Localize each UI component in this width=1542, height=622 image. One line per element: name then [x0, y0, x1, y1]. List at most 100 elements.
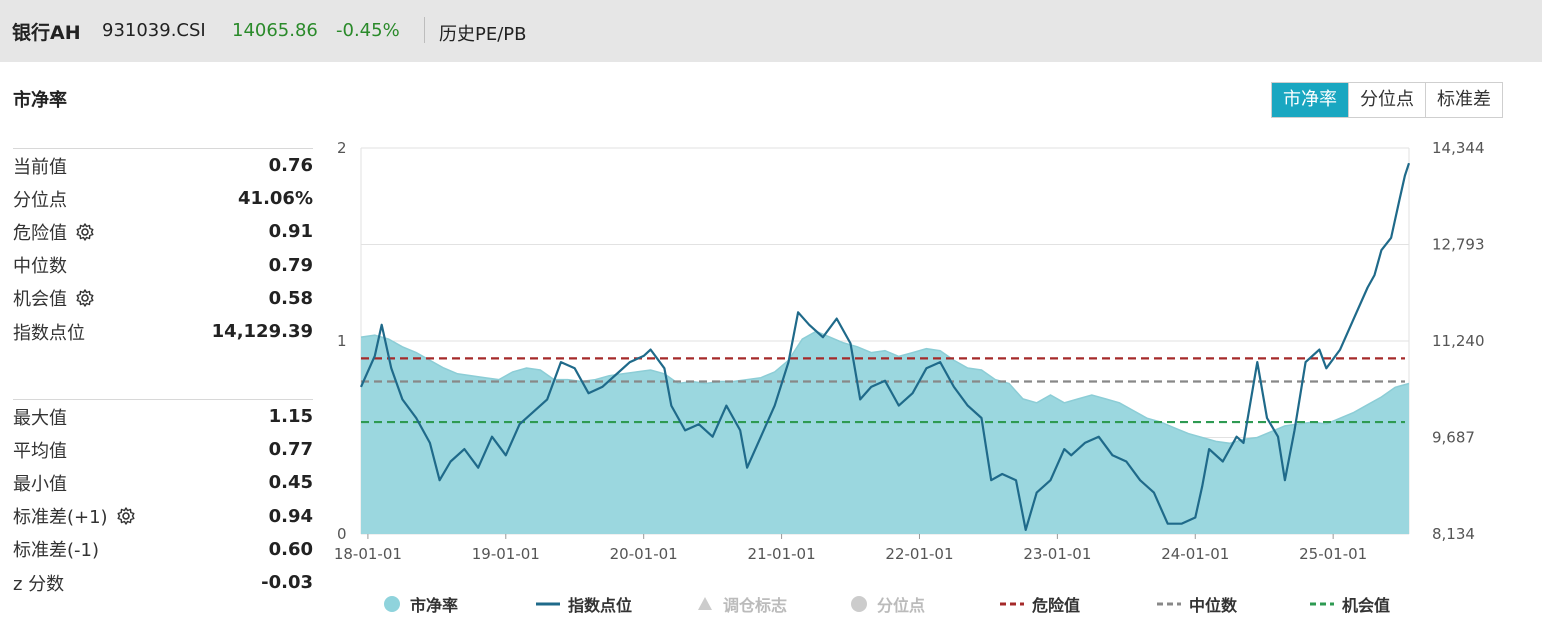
y-right-tick-label: 12,793: [1432, 236, 1485, 254]
stat-label-text: 最大值: [13, 407, 67, 429]
chart-legend: 市净率 指数点位 调仓标志 分位点 危险值 中位数 机会值: [0, 592, 1542, 618]
stat-label-text: z 分数: [13, 573, 65, 595]
legend-item[interactable]: 分位点: [849, 592, 925, 616]
stat-label-text: 危险值: [13, 222, 67, 244]
legend-marker-icon: [695, 594, 715, 614]
stat-value: 0.45: [268, 472, 313, 494]
stat-label-text: 标准差(-1): [13, 540, 99, 562]
x-tick-label: 22-01-01: [885, 545, 953, 563]
stat-label: 危险值: [13, 219, 95, 245]
stat-row: 最小值 0.45: [13, 466, 313, 499]
y-left-tick-label: 2: [337, 139, 347, 157]
stat-row: 平均值 0.77: [13, 433, 313, 466]
stat-value: -0.03: [261, 572, 313, 594]
stat-label-text: 分位点: [13, 189, 67, 211]
stat-label: 最小值: [13, 470, 67, 496]
legend-marker-icon: [1000, 594, 1024, 614]
stat-label: 机会值: [13, 285, 95, 311]
tab-percentile[interactable]: 分位点: [1348, 83, 1425, 117]
stat-row: 标准差(-1) 0.60: [13, 533, 313, 566]
x-tick-label: 19-01-01: [472, 545, 540, 563]
legend-label: 市净率: [410, 596, 459, 615]
legend-item[interactable]: 中位数: [1157, 592, 1237, 616]
stat-row: 分位点 41.06%: [13, 182, 313, 215]
legend-marker-icon: [382, 594, 402, 614]
stat-row: 机会值 0.58: [13, 282, 313, 315]
y-right-tick-label: 9,687: [1432, 429, 1475, 447]
y-left-tick-label: 0: [337, 525, 347, 543]
stat-label: 指数点位: [13, 319, 85, 345]
stat-value: 41.06%: [238, 188, 313, 210]
stat-value: 0.79: [268, 254, 313, 276]
x-tick-label: 23-01-01: [1023, 545, 1091, 563]
legend-item[interactable]: 机会值: [1310, 592, 1390, 616]
y-right-tick-label: 8,134: [1432, 525, 1475, 543]
stat-value: 1.15: [268, 406, 313, 428]
stat-value: 14,129.39: [211, 321, 313, 343]
stat-value: 0.94: [268, 505, 313, 527]
stat-label: z 分数: [13, 570, 64, 596]
index-price: 14065.86: [232, 20, 318, 41]
legend-marker-icon: [536, 594, 560, 614]
legend-label: 机会值: [1342, 596, 1391, 615]
index-change: -0.45%: [336, 20, 400, 41]
header-divider: [424, 17, 425, 43]
gear-icon[interactable]: [75, 288, 95, 308]
stat-value: 0.91: [268, 221, 313, 243]
legend-item[interactable]: 指数点位: [536, 592, 632, 616]
stat-label: 中位数: [13, 252, 67, 278]
stat-value: 0.76: [268, 155, 313, 177]
section-title: 市净率: [13, 90, 67, 111]
metric-tabs: 市净率 分位点 标准差: [1271, 82, 1503, 118]
stat-label-text: 当前值: [13, 156, 67, 178]
stat-value: 0.77: [268, 439, 313, 461]
history-pe-pb-link[interactable]: 历史PE/PB: [439, 24, 527, 45]
stat-row: 最大值 1.15: [13, 400, 313, 433]
legend-item[interactable]: 危险值: [1000, 592, 1080, 616]
stat-label: 标准差(-1): [13, 536, 99, 562]
tab-pb[interactable]: 市净率: [1272, 83, 1348, 117]
stat-label-text: 平均值: [13, 440, 67, 462]
pb-area: [361, 331, 1409, 534]
gear-icon[interactable]: [116, 506, 136, 526]
y-right-tick-label: 14,344: [1432, 139, 1485, 157]
y-left-tick-label: 1: [337, 332, 347, 350]
x-tick-label: 24-01-01: [1161, 545, 1229, 563]
stats-summary-panel: 最大值 1.15 平均值 0.77 最小值 0.45 标准差(+1) 0.94 标准差(-1) 0…: [13, 399, 313, 599]
y-right-tick-label: 11,240: [1432, 332, 1485, 350]
gear-icon[interactable]: [75, 222, 95, 242]
legend-label: 危险值: [1032, 596, 1081, 615]
x-tick-label: 21-01-01: [748, 545, 816, 563]
legend-item[interactable]: 调仓标志: [695, 592, 787, 616]
stat-label: 标准差(+1): [13, 503, 136, 529]
pb-chart: 0 1 2 8,134 9,687 11,240 12,793 14,344 18-01-01 1…: [334, 139, 1485, 563]
stat-label-text: 标准差(+1): [13, 507, 108, 529]
stat-label: 平均值: [13, 437, 67, 463]
stat-row: 中位数 0.79: [13, 249, 313, 282]
legend-label: 调仓标志: [723, 596, 788, 615]
stat-label: 分位点: [13, 186, 67, 212]
header-bar: 银行AH 931039.CSI 14065.86 -0.45% 历史PE/PB: [0, 0, 1542, 62]
stat-label: 最大值: [13, 404, 67, 430]
stat-label: 当前值: [13, 153, 67, 179]
stat-label-text: 指数点位: [13, 322, 85, 344]
tab-std-dev[interactable]: 标准差: [1425, 83, 1502, 117]
x-tick-label: 18-01-01: [334, 545, 402, 563]
legend-label: 中位数: [1189, 596, 1238, 615]
stat-row: z 分数 -0.03: [13, 566, 313, 599]
legend-marker-icon: [1157, 594, 1181, 614]
legend-label: 分位点: [877, 596, 926, 615]
legend-marker-icon: [1310, 594, 1334, 614]
stat-label-text: 机会值: [13, 289, 67, 311]
stat-row: 当前值 0.76: [13, 149, 313, 182]
x-tick-label: 25-01-01: [1299, 545, 1367, 563]
stat-row: 指数点位 14,129.39: [13, 315, 313, 348]
index-code: 931039.CSI: [102, 20, 206, 41]
x-tick-label: 20-01-01: [610, 545, 678, 563]
legend-marker-icon: [849, 594, 869, 614]
stat-row: 标准差(+1) 0.94: [13, 500, 313, 533]
stat-row: 危险值 0.91: [13, 215, 313, 248]
stat-label-text: 最小值: [13, 473, 67, 495]
legend-item[interactable]: 市净率: [382, 592, 458, 616]
stat-value: 0.60: [268, 538, 313, 560]
